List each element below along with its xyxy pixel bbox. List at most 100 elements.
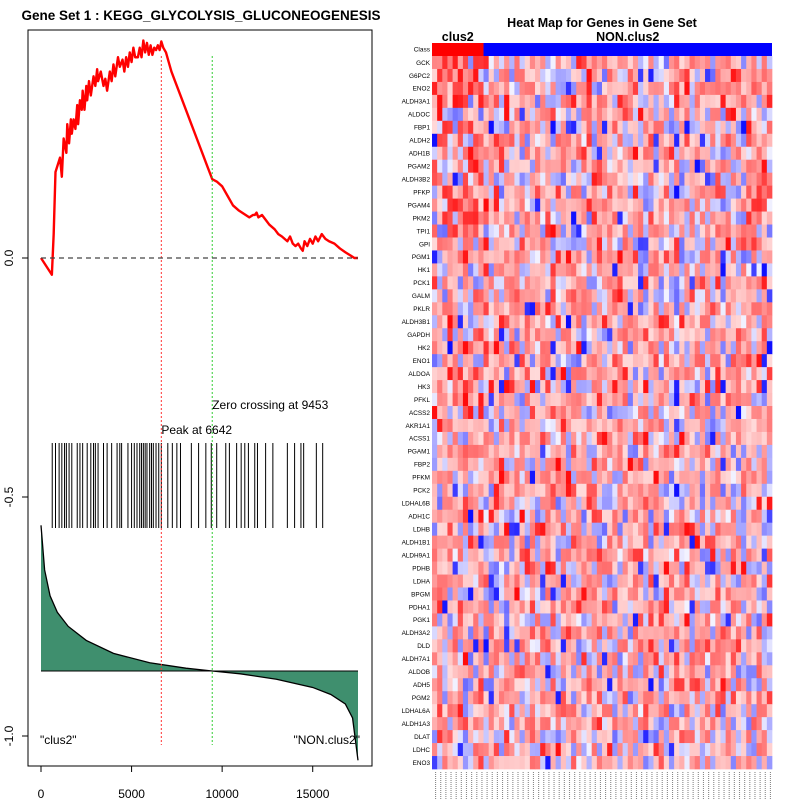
heatmap-cell	[643, 250, 649, 264]
heatmap-cell	[632, 626, 639, 640]
heatmap-cell	[540, 522, 546, 536]
heatmap-cell	[689, 56, 696, 70]
heatmap-cell	[596, 289, 603, 303]
heatmap-cell	[648, 328, 654, 342]
heatmap-cell	[560, 315, 567, 329]
heatmap-cell	[555, 146, 562, 161]
heatmap-cell	[565, 626, 572, 640]
heatmap-cell	[627, 211, 634, 225]
heatmap-cell	[468, 665, 474, 679]
heatmap-cell	[622, 328, 629, 342]
heatmap-cell	[720, 250, 726, 264]
heatmap-cell	[432, 639, 438, 653]
heatmap-cell	[519, 574, 526, 588]
heatmap-cell	[586, 159, 593, 174]
heatmap-cell	[524, 159, 531, 174]
heatmap-cell	[535, 224, 541, 238]
heatmap-cell	[447, 691, 453, 705]
heatmap-cell	[509, 159, 515, 174]
heatmap-cell	[756, 756, 763, 770]
heatmap-cell	[607, 68, 613, 83]
heatmap-cell	[540, 678, 546, 692]
heatmap-cell	[540, 535, 546, 549]
heatmap-cell	[581, 406, 587, 420]
heatmap-cell	[756, 159, 763, 174]
heatmap-cell	[735, 470, 742, 485]
heatmap-cell	[560, 418, 567, 433]
heatmap-cell	[761, 457, 768, 472]
heatmap-cell	[452, 380, 459, 394]
heatmap-cell	[761, 522, 768, 536]
heatmap-cell	[540, 250, 546, 264]
heatmap-cell	[442, 483, 448, 498]
heatmap-cell	[560, 483, 567, 498]
heatmap-cell	[668, 393, 675, 407]
heatmap-cell	[658, 172, 665, 186]
heatmap-cell	[498, 328, 505, 342]
heatmap-cell	[493, 94, 500, 109]
heatmap-cell	[735, 444, 742, 459]
heatmap-cell	[668, 431, 675, 446]
heatmap-cell	[447, 185, 453, 199]
heatmap-cell	[741, 133, 747, 148]
heatmap-cell	[524, 237, 531, 251]
heatmap-cell	[668, 68, 675, 83]
heatmap-cell	[720, 341, 726, 355]
heatmap-cell	[524, 457, 531, 472]
heatmap-cell	[648, 68, 654, 83]
heatmap-cell	[622, 302, 629, 316]
row-label: PFKL	[414, 397, 430, 404]
heatmap-cell	[468, 626, 474, 640]
heatmap-cell	[668, 704, 675, 718]
heatmap-cell	[576, 561, 582, 575]
heatmap-cell	[638, 756, 644, 770]
heatmap-cell	[452, 730, 459, 744]
heatmap-cell	[607, 483, 613, 498]
heatmap-cell	[617, 717, 623, 731]
heatmap-cell	[535, 626, 541, 640]
heatmap-cell	[668, 94, 675, 109]
heatmap-cell	[550, 756, 556, 770]
heatmap-cell	[581, 743, 587, 757]
heatmap-cell	[674, 691, 680, 705]
heatmap-cell	[632, 406, 639, 420]
heatmap-cell	[565, 94, 572, 109]
heatmap-cell	[529, 56, 536, 70]
heatmap-cell	[432, 613, 438, 627]
heatmap-cell	[720, 211, 726, 225]
heatmap-cell	[462, 639, 469, 653]
heatmap-cell	[514, 172, 520, 186]
heatmap-cell	[545, 263, 551, 277]
heatmap-cell	[432, 185, 438, 199]
heatmap-cell	[437, 574, 443, 588]
heatmap-cell	[596, 509, 603, 524]
heatmap-cell	[663, 120, 670, 135]
heatmap-cell	[627, 535, 634, 549]
heatmap-cell	[488, 522, 495, 536]
heatmap-cell	[627, 198, 634, 212]
heatmap-cell	[493, 302, 500, 316]
heatmap-cell	[514, 470, 520, 485]
heatmap-cell	[648, 250, 654, 264]
heatmap-cell	[638, 652, 644, 666]
heatmap-cell	[607, 548, 613, 562]
heatmap-cell	[617, 211, 623, 225]
heatmap-cell	[668, 406, 675, 420]
heatmap-cell	[668, 574, 675, 588]
row-label: PGK1	[413, 617, 430, 624]
heatmap-cell	[468, 587, 474, 601]
heatmap-cell	[493, 509, 500, 524]
heatmap-cell	[473, 613, 479, 627]
heatmap-cell	[715, 263, 721, 277]
heatmap-cell	[550, 341, 556, 355]
heatmap-cell	[668, 535, 675, 549]
heatmap-cell	[607, 367, 613, 381]
heatmap-cell	[632, 68, 639, 83]
heatmap-cell	[627, 717, 634, 731]
heatmap-cell	[653, 431, 660, 446]
heatmap-cell	[442, 730, 448, 744]
heatmap-cell	[694, 600, 701, 614]
heatmap-cell	[540, 315, 546, 329]
heatmap-cell	[684, 444, 690, 459]
heatmap-cell	[488, 756, 495, 770]
